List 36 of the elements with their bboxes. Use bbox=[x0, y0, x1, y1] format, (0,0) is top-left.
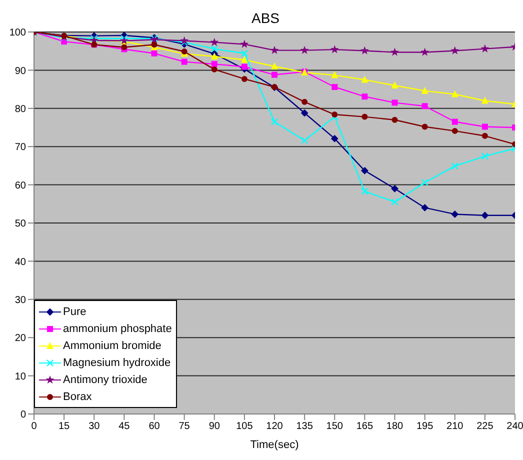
y-tick-label: 80 bbox=[14, 104, 26, 115]
legend-label: Magnesium hydroxide bbox=[63, 356, 171, 368]
y-tick-label: 50 bbox=[14, 218, 26, 230]
chart-title: ABS bbox=[250, 9, 280, 28]
legend-label: Borax bbox=[63, 390, 92, 402]
x-tick-label: 240 bbox=[506, 421, 523, 432]
y-tick-label: 100 bbox=[9, 28, 26, 39]
x-tick-label: 60 bbox=[148, 421, 160, 432]
y-tick-label: 10 bbox=[14, 371, 26, 382]
y-tick-label: 20 bbox=[14, 333, 26, 344]
x-tick-label: 165 bbox=[356, 421, 374, 432]
x-axis-title: Time(sec) bbox=[250, 439, 299, 451]
x-tick-label: 150 bbox=[326, 421, 344, 432]
x-tick-label: 180 bbox=[386, 421, 404, 432]
y-tick-label: 60 bbox=[14, 180, 26, 192]
x-tick-label: 45 bbox=[118, 421, 130, 432]
y-tick-label: 30 bbox=[14, 294, 26, 306]
x-tick-label: 90 bbox=[208, 421, 220, 432]
legend-label: Antimony trioxide bbox=[63, 374, 148, 386]
x-tick-label: 0 bbox=[31, 421, 38, 432]
x-tick-label: 120 bbox=[266, 421, 284, 432]
x-tick-label: 225 bbox=[476, 421, 494, 432]
legend-label: Pure bbox=[63, 306, 86, 318]
y-tick-label: 40 bbox=[14, 256, 26, 268]
x-tick-label: 195 bbox=[416, 421, 434, 432]
y-tick-label: 0 bbox=[20, 410, 26, 421]
y-tick-label: 70 bbox=[14, 142, 26, 154]
legend-label: Ammonium bromide bbox=[63, 340, 162, 352]
y-tick-label: 90 bbox=[14, 66, 26, 77]
x-tick-label: 210 bbox=[446, 421, 464, 432]
x-tick-label: 105 bbox=[236, 421, 254, 432]
x-tick-label: 15 bbox=[58, 421, 70, 432]
x-tick-label: 30 bbox=[88, 421, 100, 432]
x-tick-label: 75 bbox=[178, 421, 190, 432]
legend-label: ammonium phosphate bbox=[63, 322, 172, 334]
x-tick-label: 135 bbox=[296, 421, 314, 432]
